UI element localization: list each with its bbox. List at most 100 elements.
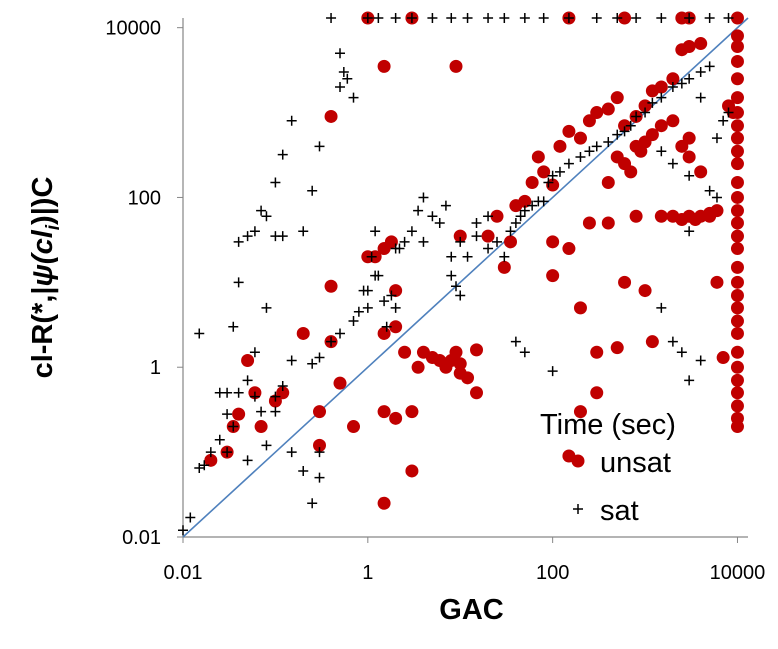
sat-point	[261, 211, 272, 222]
legend: Time (sec) unsat sat	[540, 409, 676, 527]
sat-point	[591, 13, 602, 23]
sat-point	[256, 205, 267, 216]
unsat-point	[470, 343, 484, 357]
sat-point	[261, 440, 272, 451]
sat-point	[199, 460, 210, 471]
sat-point	[418, 236, 429, 247]
sat-point	[348, 316, 359, 327]
sat-point	[505, 226, 516, 237]
sat-point	[656, 92, 667, 103]
sat-point	[676, 347, 687, 358]
legend-unsat-marker	[571, 454, 585, 468]
sat-point	[314, 472, 325, 483]
sat-point	[676, 78, 687, 89]
unsat-point	[546, 269, 560, 283]
unsat-point	[324, 279, 338, 293]
unsat-point	[525, 176, 539, 190]
unsat-point	[629, 209, 643, 223]
unsat-point	[562, 124, 576, 138]
sat-point	[348, 92, 359, 103]
sat-point	[256, 406, 267, 417]
unsat-point	[377, 326, 391, 340]
sat-point	[718, 115, 729, 126]
sat-point	[307, 358, 318, 369]
sat-point	[366, 251, 377, 262]
unsat-point	[504, 235, 518, 249]
unsat-point	[333, 376, 347, 390]
unsat-point	[389, 320, 403, 334]
unsat-point	[573, 301, 587, 315]
sat-point	[249, 391, 260, 402]
unsat-point	[389, 284, 403, 298]
unsat-point	[490, 209, 504, 223]
unsat-point	[730, 288, 744, 302]
sat-point	[434, 218, 445, 229]
sat-point	[656, 13, 667, 23]
sat-point	[270, 177, 281, 188]
unsat-point	[313, 405, 327, 419]
unsat-point	[710, 275, 724, 289]
unsat-point	[453, 357, 467, 371]
sat-point	[386, 290, 397, 301]
sat-point	[631, 111, 642, 122]
unsat-point	[694, 37, 708, 51]
unsat-point	[618, 11, 632, 25]
axes: 0.01 1 100 10000 0.01 1 100 10000	[105, 18, 765, 584]
sat-point	[711, 133, 722, 144]
unsat-point	[601, 216, 615, 230]
unsat-point	[405, 405, 419, 419]
unsat-point	[654, 80, 668, 94]
unsat-point	[730, 157, 744, 171]
unsat-point	[449, 345, 463, 359]
sat-point	[381, 321, 392, 332]
sat-point	[228, 321, 239, 332]
unsat-point	[730, 301, 744, 315]
sat-point	[214, 434, 225, 445]
unsat-point	[254, 420, 268, 434]
unsat-point	[537, 165, 551, 179]
unsat-point	[675, 139, 689, 153]
sat-point	[353, 306, 364, 317]
unsat-point	[377, 496, 391, 510]
y-tick-label: 1	[150, 357, 161, 379]
sat-point	[390, 302, 401, 313]
sat-point	[684, 13, 695, 23]
unsat-point	[730, 91, 744, 105]
sat-point	[483, 243, 494, 254]
sat-point	[233, 236, 244, 247]
sat-point	[591, 141, 602, 152]
sat-point	[373, 13, 384, 23]
unsat-point	[710, 204, 724, 218]
x-tick-label: 0.01	[164, 562, 203, 584]
unsat-point	[730, 144, 744, 158]
unsat-point	[624, 165, 638, 179]
sat-point	[307, 498, 318, 509]
sat-point	[667, 336, 678, 347]
sat-point	[178, 525, 188, 536]
sat-point	[314, 352, 325, 363]
axis-labels: GAC cl-R(*,|ψ(cli)|)C	[27, 177, 504, 626]
sat-point	[612, 13, 623, 23]
sat-point	[307, 185, 318, 196]
unsat-point	[601, 176, 615, 190]
unsat-point	[553, 139, 567, 153]
sat-point	[326, 336, 337, 347]
unsat-point	[347, 420, 361, 434]
unsat-point	[730, 54, 744, 68]
sat-point	[563, 158, 574, 169]
sat-point	[194, 328, 205, 339]
unsat-point	[730, 176, 744, 190]
unsat-point	[730, 360, 744, 374]
sat-point	[427, 211, 438, 222]
unsat-point	[313, 438, 327, 452]
unsat-point	[497, 260, 511, 274]
x-tick-label: 1	[362, 562, 373, 584]
sat-point	[647, 97, 658, 108]
sat-point	[527, 200, 538, 211]
sat-point	[538, 13, 549, 23]
sat-point	[286, 447, 297, 458]
unsat-point	[618, 119, 632, 133]
diagonal-line	[182, 17, 749, 538]
sat-point	[667, 82, 678, 93]
sat-point	[451, 281, 462, 292]
